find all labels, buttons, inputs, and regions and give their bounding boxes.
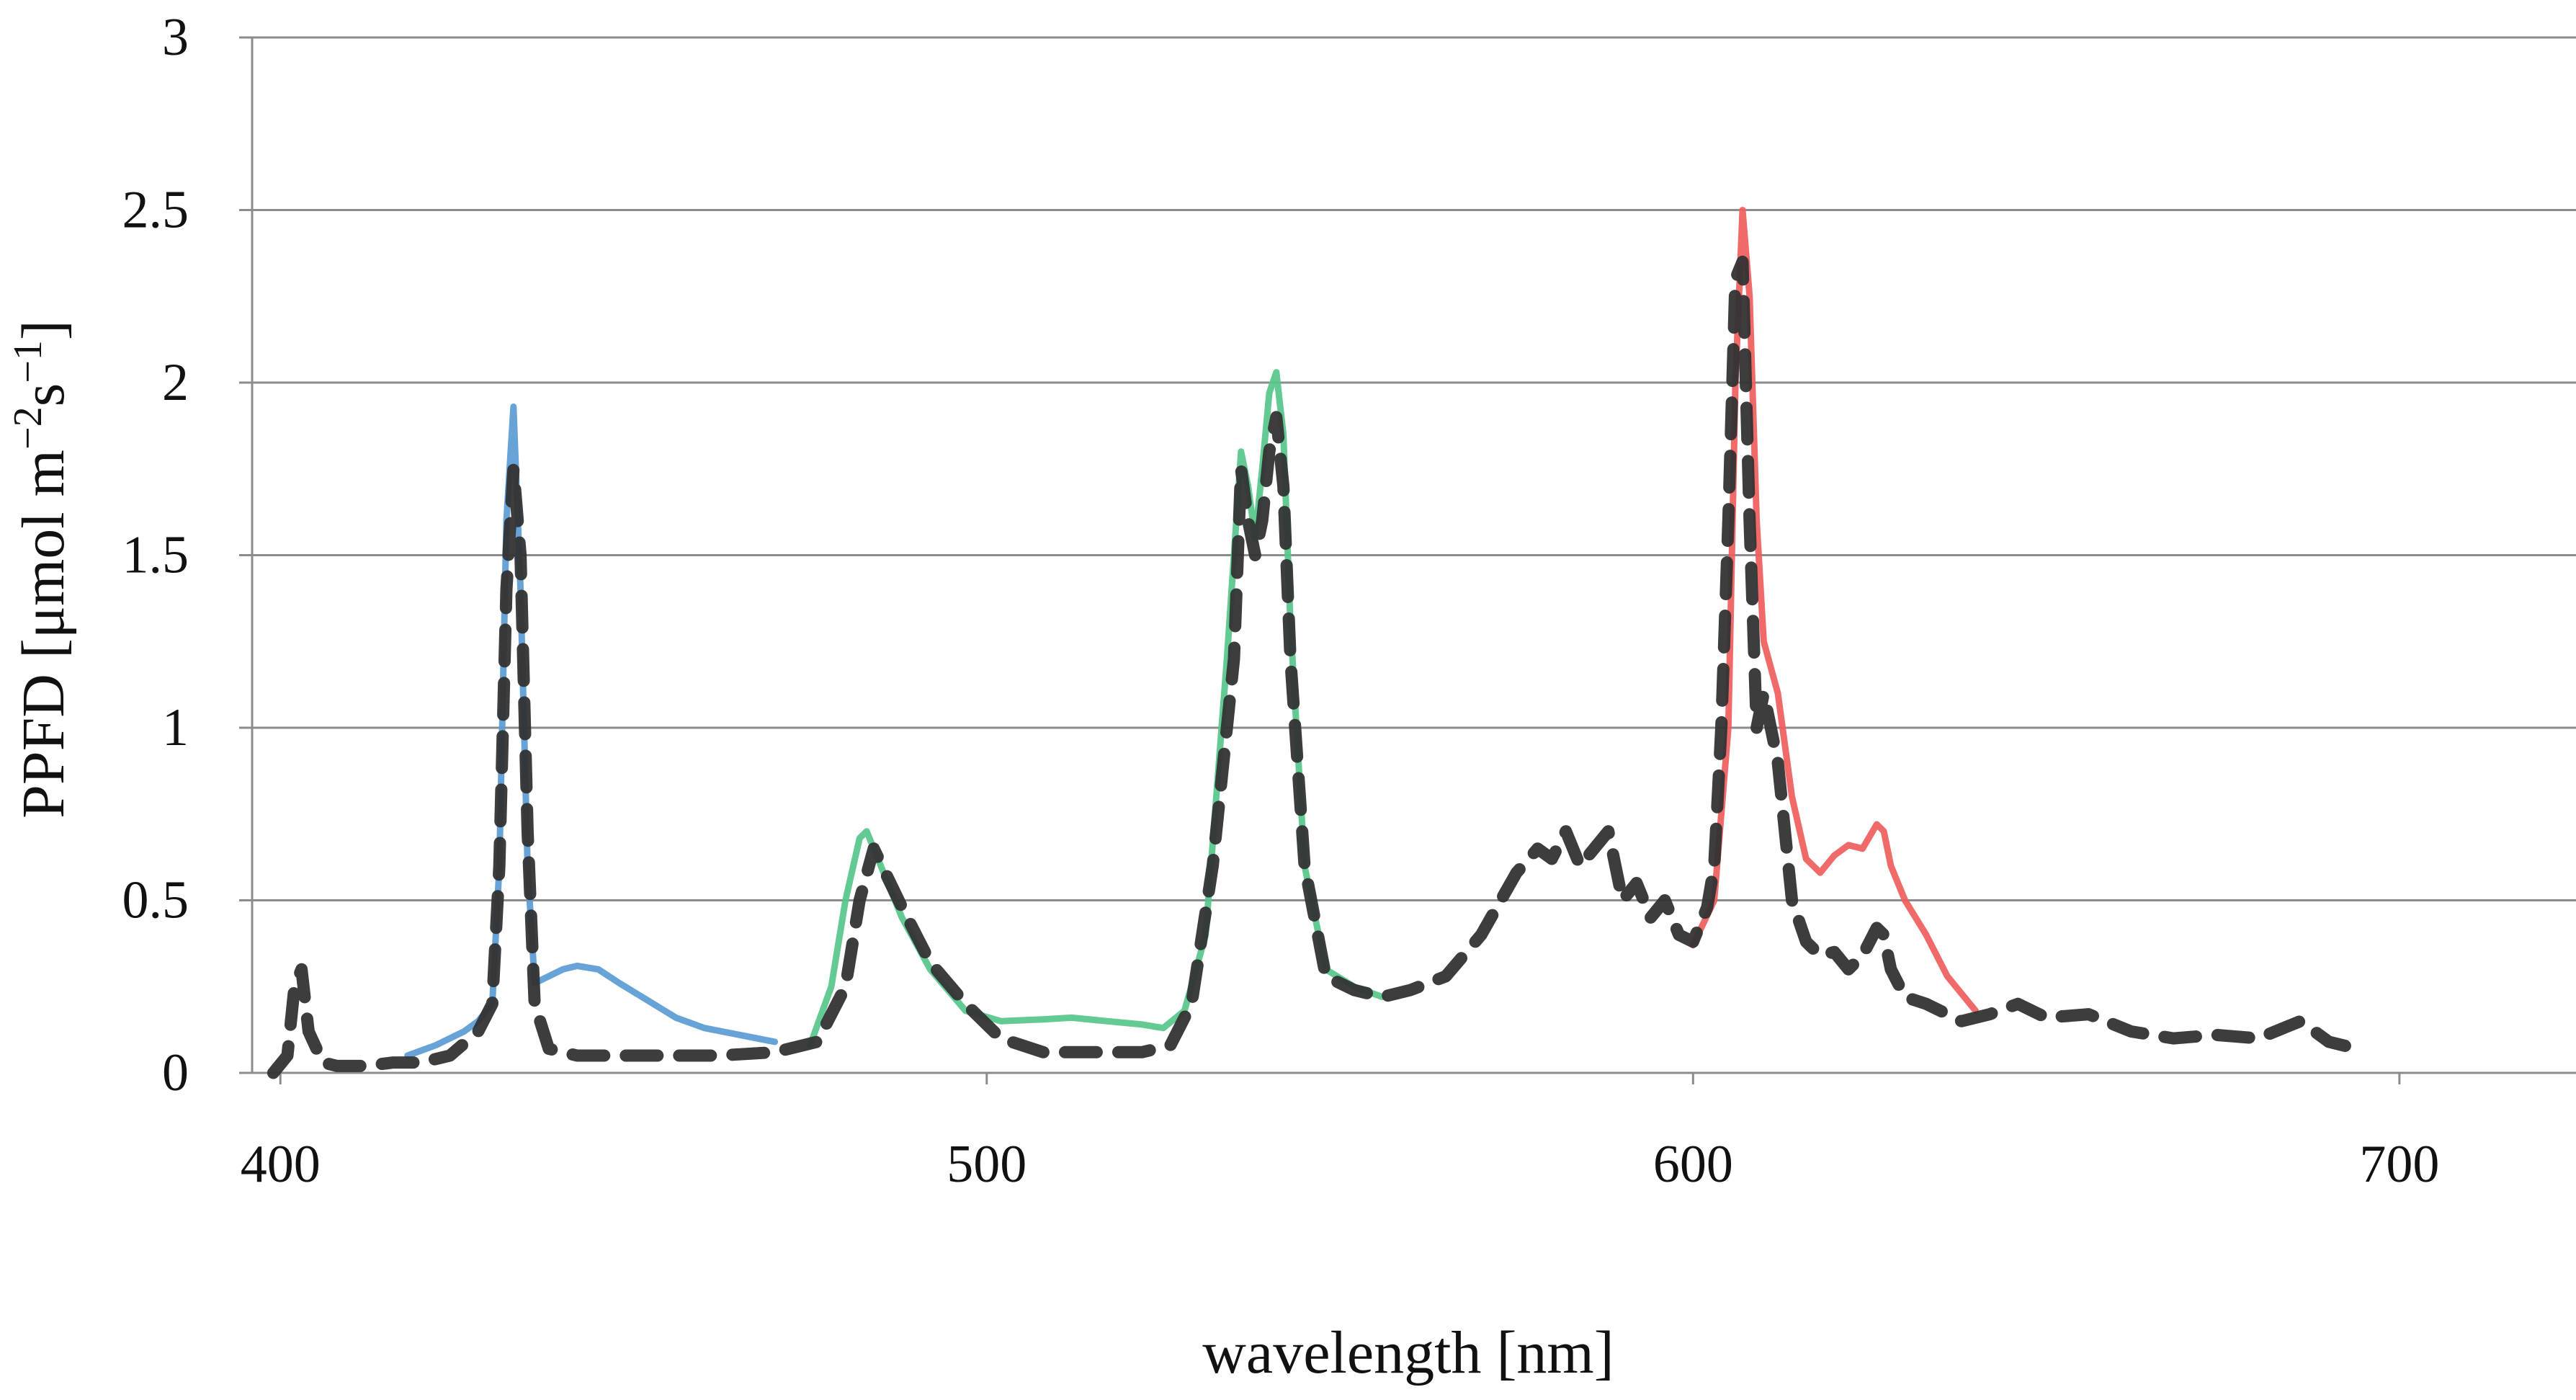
y-tick-label-1: 0.5 (122, 871, 189, 930)
x-tick-labels: 400 500 600 700 (241, 1135, 2440, 1194)
x-tick-label-2: 600 (1653, 1135, 1733, 1194)
y-axis-title-part-3: ] (10, 320, 77, 340)
y-tick-label-3: 1.5 (122, 526, 189, 585)
y-tick-label-2: 1 (162, 698, 189, 757)
y-axis-title-sup-1: −2 (6, 406, 50, 450)
y-axis-title-sup-2: −1 (6, 340, 50, 383)
x-axis-title: wavelength [nm] (1202, 1319, 1614, 1386)
y-tick-label-6: 3 (162, 8, 189, 67)
y-axis-title-part-2: s (10, 383, 77, 407)
axes (239, 36, 2401, 1084)
y-tick-label-4: 2 (162, 353, 189, 412)
x-tick-label-0: 400 (241, 1135, 321, 1194)
y-axis-title: PPFD [μmol m−2s−1] (6, 320, 77, 819)
x-tick-label-1: 500 (947, 1135, 1027, 1194)
y-tick-labels: 0 0.5 1 1.5 2 2.5 3 (122, 8, 189, 1102)
y-axis-title-part-1: PPFD [μmol m (10, 450, 77, 819)
y-tick-label-5: 2.5 (122, 181, 189, 240)
y-tick-label-0: 0 (162, 1043, 189, 1102)
series-line-blue-led (404, 403, 779, 1059)
gridlines (252, 36, 2576, 1074)
x-tick-label-3: 700 (2359, 1135, 2439, 1194)
series-layer (267, 207, 2363, 1079)
series-line-total-spectrum (267, 255, 2363, 1079)
